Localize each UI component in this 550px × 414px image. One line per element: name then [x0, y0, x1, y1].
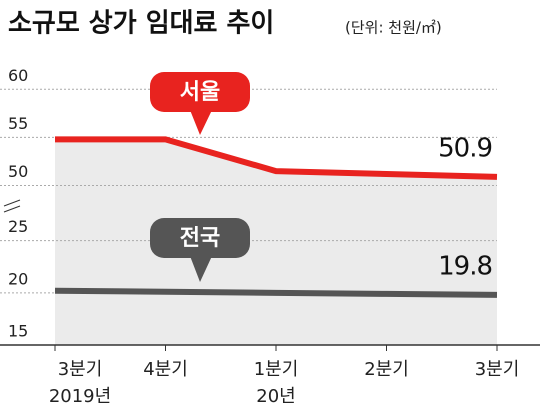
y-tick-label: 55 — [8, 114, 28, 133]
chart-title: 소규모 상가 임대료 추이 — [8, 9, 274, 39]
chart-subtitle: (단위: 천원/㎡) — [345, 19, 442, 37]
x-sublabel: 2019년 — [49, 386, 111, 407]
x-sublabel: 20년 — [256, 386, 295, 407]
x-tick-label: 3분기 — [58, 359, 103, 380]
y-tick-label: 50 — [8, 162, 28, 181]
callout-box — [150, 218, 250, 258]
x-tick-label: 3분기 — [475, 359, 520, 380]
y-tick-label: 25 — [8, 217, 28, 236]
callout-box — [150, 72, 250, 112]
axis-break — [3, 205, 21, 213]
value-label: 19.8 — [438, 251, 492, 281]
axis-break — [3, 199, 21, 207]
legend-label: 전국 — [180, 226, 220, 251]
callout-tip — [190, 256, 212, 282]
callout-tip — [190, 110, 212, 135]
x-tick-label: 1분기 — [254, 359, 299, 380]
value-label: 50.9 — [438, 133, 492, 163]
y-tick-label: 60 — [8, 66, 28, 85]
x-tick-label: 2분기 — [364, 359, 409, 380]
legend-label: 서울 — [180, 80, 220, 105]
series-line — [55, 136, 498, 180]
series-line — [54, 287, 498, 298]
y-tick-label: 20 — [8, 269, 28, 288]
x-tick-label: 4분기 — [143, 359, 188, 380]
y-tick-label: 15 — [8, 322, 28, 341]
